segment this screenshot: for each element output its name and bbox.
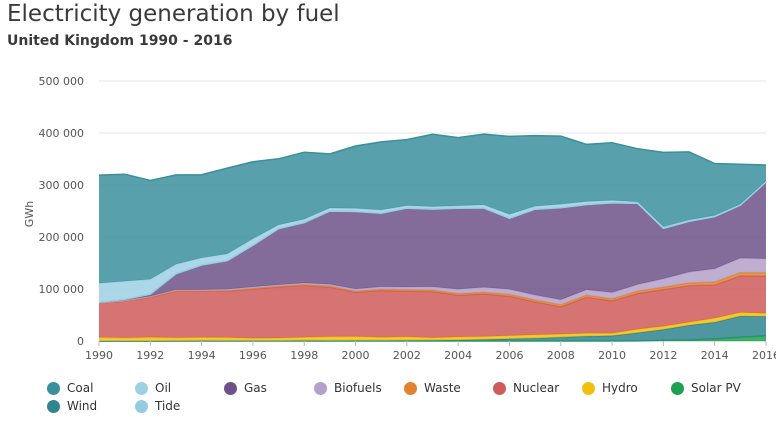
x-tick-label: 2000 — [342, 349, 370, 362]
legend-label: Tide — [155, 399, 181, 413]
y-tick-label: 300 000 — [39, 179, 85, 192]
area-gas[interactable] — [99, 182, 766, 303]
legend-item-coal[interactable]: Coal — [47, 381, 93, 395]
y-axis-label: GWh — [23, 201, 36, 227]
y-tick-label: 500 000 — [39, 75, 85, 88]
x-tick-label: 1990 — [85, 349, 113, 362]
legend-item-biofuels[interactable]: Biofuels — [314, 381, 382, 395]
chart-title: Electricity generation by fuel — [7, 1, 340, 27]
area-wind[interactable] — [99, 316, 766, 341]
area-solar-pv[interactable] — [99, 335, 766, 341]
legend-swatch — [47, 399, 60, 413]
legend-swatch — [493, 381, 506, 395]
chart-subtitle: United Kingdom 1990 - 2016 — [7, 33, 233, 49]
legend-swatch — [582, 381, 595, 395]
legend-label: Wind — [67, 399, 98, 413]
y-tick-label: 100 000 — [39, 283, 85, 296]
x-tick-label: 2010 — [598, 349, 626, 362]
x-tick-label: 2002 — [393, 349, 421, 362]
x-tick-label: 1992 — [136, 349, 164, 362]
x-tick-label: 2004 — [444, 349, 472, 362]
legend-item-tide[interactable]: Tide — [135, 399, 180, 413]
legend-item-wind[interactable]: Wind — [47, 399, 97, 413]
area-coal[interactable] — [99, 134, 766, 284]
legend-item-hydro[interactable]: Hydro — [582, 381, 638, 395]
stacked-area-chart: 1990 1992 1994 1996 1998 2000 2002 2004 2006 2008… — [23, 75, 776, 362]
area-biofuels[interactable] — [99, 258, 766, 305]
area-waste[interactable] — [99, 272, 766, 307]
x-tick-label: 2006 — [495, 349, 523, 362]
legend-swatch — [135, 381, 148, 395]
legend-label: Waste — [424, 381, 461, 395]
y-axis: 0 100 000 200 000 300 000 400 000 500 000 — [39, 75, 85, 348]
x-tick-label: 1996 — [239, 349, 267, 362]
legend-swatch — [47, 381, 60, 395]
legend-item-waste[interactable]: Waste — [404, 381, 461, 395]
legend-label: Biofuels — [334, 381, 382, 395]
y-tick-label: 400 000 — [39, 127, 85, 140]
legend-swatch — [224, 381, 237, 395]
x-axis: 1990 1992 1994 1996 1998 2000 2002 2004 2006 2008… — [85, 341, 776, 362]
legend-label: Coal — [67, 381, 94, 395]
x-tick-label: 2014 — [701, 349, 729, 362]
legend-item-solar-pv[interactable]: Solar PV — [671, 381, 741, 395]
x-tick-label: 2008 — [547, 349, 575, 362]
legend-item-oil[interactable]: Oil — [135, 381, 171, 395]
legend-label: Gas — [244, 381, 267, 395]
y-tick-label: 200 000 — [39, 231, 85, 244]
legend-item-nuclear[interactable]: Nuclear — [493, 381, 559, 395]
legend-label: Hydro — [602, 381, 638, 395]
x-tick-label: 1998 — [290, 349, 318, 362]
legend-label: Solar PV — [691, 381, 741, 395]
x-tick-label: 2012 — [649, 349, 677, 362]
legend-swatch — [135, 399, 148, 413]
legend-label: Oil — [155, 381, 172, 395]
legend-swatch — [404, 381, 417, 395]
legend-swatch — [314, 381, 327, 395]
legend-item-gas[interactable]: Gas — [224, 381, 267, 395]
area-nuclear[interactable] — [99, 275, 766, 339]
y-tick-label: 0 — [77, 335, 84, 348]
legend-swatch — [671, 381, 684, 395]
x-tick-label: 2016 — [752, 349, 776, 362]
area-series — [98, 133, 767, 342]
x-tick-label: 1994 — [188, 349, 216, 362]
legend-label: Nuclear — [513, 381, 560, 395]
area-edge-coal — [98, 133, 767, 182]
